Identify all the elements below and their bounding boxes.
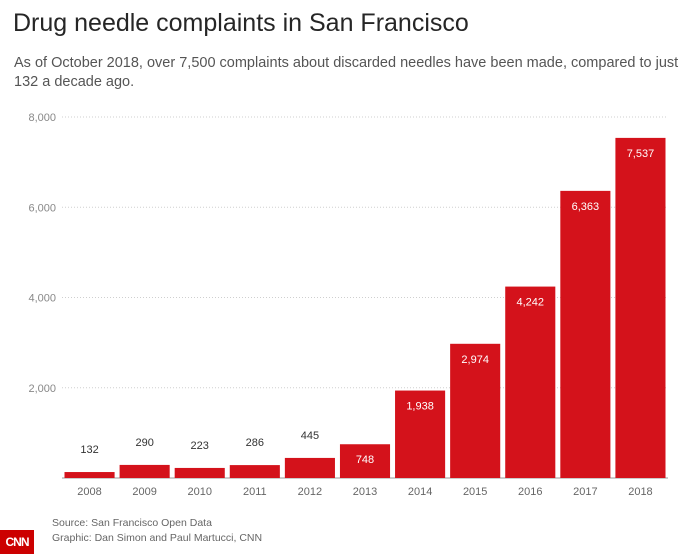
bar-value-label: 2,974 <box>461 354 489 366</box>
bar-chart: 2,000 4,000 6,000 8,000 132 2008 290 2009 223 201… <box>28 112 668 498</box>
bar-value-label: 445 <box>301 430 319 442</box>
bar <box>119 464 170 478</box>
bar-value-label: 6,363 <box>572 201 600 213</box>
bar <box>395 390 446 478</box>
y-tick-label: 8,000 <box>28 112 56 124</box>
bar <box>174 467 225 478</box>
cnn-logo: CNN <box>0 530 34 554</box>
bar-value-label: 223 <box>191 440 209 452</box>
x-tick-label: 2010 <box>187 486 211 498</box>
bar-value-label: 7,537 <box>627 148 655 160</box>
bar <box>229 465 280 478</box>
bar-value-label: 290 <box>135 437 153 449</box>
bar <box>64 472 115 478</box>
x-tick-label: 2014 <box>408 486 432 498</box>
footer: CNN Source: San Francisco Open Data Grap… <box>0 510 700 554</box>
credit-note: Graphic: Dan Simon and Paul Martucci, CN… <box>52 532 263 544</box>
x-tick-label: 2011 <box>243 486 267 498</box>
x-tick-label: 2018 <box>628 486 652 498</box>
bar-value-label: 1,938 <box>406 401 434 413</box>
bar <box>560 190 611 478</box>
source-note: Source: San Francisco Open Data <box>52 517 212 529</box>
x-tick-label: 2015 <box>463 486 487 498</box>
chart-subtitle: As of October 2018, over 7,500 complaint… <box>14 55 679 90</box>
bar <box>505 286 556 478</box>
bar-value-label: 286 <box>246 437 264 449</box>
bar <box>450 343 501 478</box>
x-tick-label: 2017 <box>573 486 597 498</box>
x-tick-label: 2009 <box>132 486 156 498</box>
bar-value-label: 132 <box>80 444 98 456</box>
bar <box>615 137 666 478</box>
y-tick-label: 2,000 <box>28 383 56 395</box>
bar-value-label: 4,242 <box>517 297 545 309</box>
x-tick-label: 2012 <box>298 486 322 498</box>
chart-title: Drug needle complaints in San Francisco <box>13 9 469 37</box>
x-tick-label: 2008 <box>77 486 101 498</box>
bar <box>284 457 335 478</box>
y-tick-label: 6,000 <box>28 202 56 214</box>
bar <box>339 444 391 478</box>
bar-value-label: 748 <box>356 454 374 466</box>
x-tick-label: 2013 <box>353 486 377 498</box>
y-tick-label: 4,000 <box>28 293 56 305</box>
x-tick-label: 2016 <box>518 486 542 498</box>
